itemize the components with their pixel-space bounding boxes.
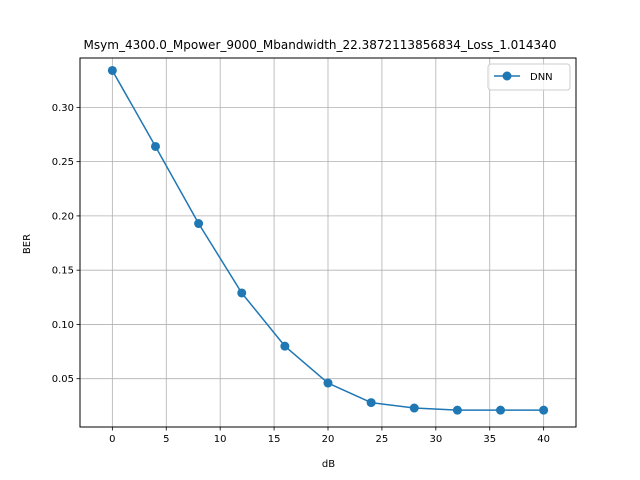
- y-tick-label: 0.15: [52, 266, 74, 277]
- x-tick-label: 10: [214, 434, 227, 445]
- data-point: [280, 341, 290, 351]
- data-point: [237, 288, 247, 298]
- data-point: [496, 405, 506, 415]
- data-point: [150, 141, 160, 151]
- y-axis-ticks: 0.05 0.10 0.15 0.20 0.25 0.30: [52, 103, 80, 385]
- data-point: [452, 405, 462, 415]
- legend-marker-swatch: [502, 71, 512, 81]
- y-tick-label: 0.20: [52, 211, 74, 222]
- data-point: [194, 219, 204, 229]
- legend: DNN: [487, 63, 571, 91]
- y-tick-label: 0.25: [52, 157, 74, 168]
- data-point: [366, 398, 376, 408]
- series-layer: [107, 65, 549, 415]
- data-point: [107, 65, 117, 75]
- x-tick-label: 25: [376, 434, 389, 445]
- legend-label-dnn: DNN: [530, 72, 553, 83]
- y-tick-label: 0.10: [52, 320, 74, 331]
- x-tick-label: 40: [537, 434, 550, 445]
- y-tick-label: 0.30: [52, 103, 74, 114]
- y-axis-label: BER: [22, 234, 33, 254]
- x-tick-label: 5: [163, 434, 169, 445]
- data-point: [323, 378, 333, 388]
- legend-frame: [487, 63, 571, 91]
- data-point: [409, 403, 419, 413]
- x-tick-label: 20: [322, 434, 335, 445]
- x-tick-label: 0: [109, 434, 115, 445]
- x-axis-label: dB: [322, 459, 335, 470]
- x-tick-label: 30: [429, 434, 442, 445]
- x-axis-ticks: 0 5 10 15 20 25 30 35 40: [109, 427, 550, 445]
- chart-title: Msym_4300.0_Mpower_9000_Mbandwidth_22.38…: [84, 38, 557, 52]
- y-tick-label: 0.05: [52, 374, 74, 385]
- x-tick-label: 35: [483, 434, 496, 445]
- data-point: [539, 405, 549, 415]
- grid-lines: [80, 58, 576, 427]
- x-tick-label: 15: [268, 434, 281, 445]
